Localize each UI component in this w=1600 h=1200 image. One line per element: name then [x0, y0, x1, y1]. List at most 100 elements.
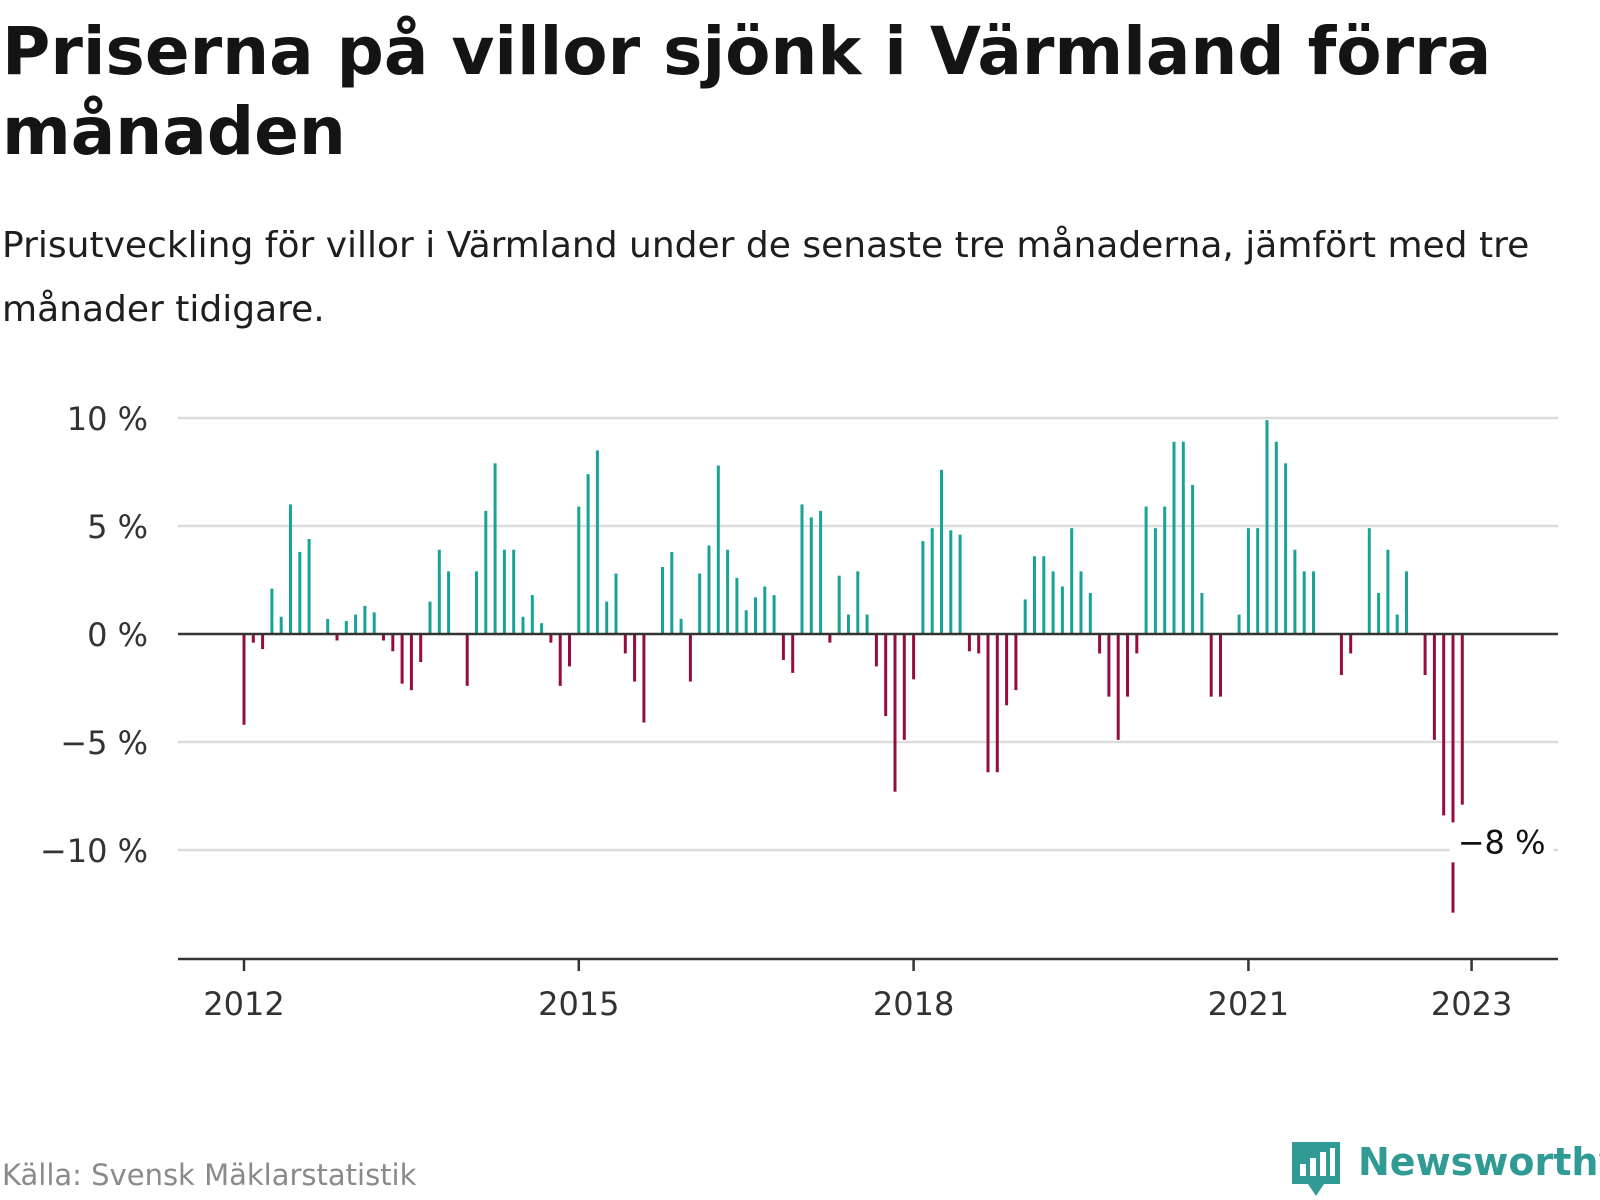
bar	[912, 634, 916, 680]
bar	[595, 450, 599, 634]
bar	[502, 549, 506, 634]
bar	[1265, 420, 1269, 634]
bar	[1116, 634, 1120, 740]
bar	[1302, 571, 1306, 634]
bar	[1181, 441, 1185, 634]
bar	[884, 634, 888, 717]
bar	[549, 634, 553, 643]
bar	[242, 634, 246, 725]
bar	[958, 534, 962, 634]
bar	[688, 634, 692, 682]
annotation: −8 %	[1449, 822, 1554, 863]
bar	[670, 551, 674, 634]
bar	[735, 577, 739, 634]
bar	[1432, 634, 1436, 740]
bar	[279, 616, 283, 634]
bar	[865, 614, 869, 634]
bar	[344, 621, 348, 634]
bar	[540, 623, 544, 634]
bar	[744, 610, 748, 634]
bar	[1312, 571, 1315, 634]
y-tick-label: 10 %	[67, 400, 148, 438]
bar	[1367, 528, 1371, 634]
bar	[1246, 528, 1250, 634]
bar	[902, 634, 906, 740]
bar	[335, 634, 339, 641]
bar	[409, 634, 413, 691]
chart-subtitle: Prisutveckling för villor i Värmland und…	[2, 225, 1530, 330]
bar	[1274, 441, 1278, 634]
bar	[679, 618, 683, 634]
bar	[1349, 634, 1353, 654]
bar	[437, 549, 441, 634]
bar	[372, 612, 376, 634]
axes	[178, 632, 1558, 961]
bar	[772, 595, 776, 634]
bar	[1135, 634, 1139, 654]
bar	[1442, 634, 1446, 816]
bar	[967, 634, 971, 652]
bar	[475, 571, 478, 634]
bar	[307, 538, 311, 634]
bar	[781, 634, 785, 660]
bar	[1451, 634, 1455, 913]
bar	[1163, 506, 1167, 634]
bar	[1107, 634, 1111, 697]
bar	[1209, 634, 1213, 697]
gridlines	[178, 416, 1558, 852]
bar	[447, 571, 451, 634]
x-tick-label: 2015	[538, 985, 619, 1023]
bar	[1070, 528, 1074, 634]
x-axis-ticks: 2012 2015 2018 2021 2023	[203, 959, 1512, 1023]
bar	[800, 504, 804, 634]
bar	[1153, 528, 1157, 634]
annotation-label: −8 %	[1458, 823, 1546, 861]
bar	[986, 634, 990, 773]
bar	[791, 634, 795, 673]
bar	[716, 465, 720, 634]
bar	[763, 586, 767, 634]
bar	[1051, 571, 1055, 634]
bar	[828, 634, 832, 643]
y-axis-ticks: 10 % 5 % 0 % −5 % −10 %	[40, 400, 148, 870]
x-tick-label: 2012	[203, 985, 284, 1023]
bar	[930, 528, 934, 634]
bar	[707, 545, 711, 634]
bar	[1284, 463, 1288, 634]
bar	[1079, 571, 1083, 634]
chart-title: Priserna på villor sjönk i Värmland förr…	[2, 13, 1492, 170]
bar	[261, 634, 265, 650]
bar	[298, 551, 302, 634]
bar	[1005, 634, 1009, 706]
bar	[354, 614, 358, 634]
bar	[949, 530, 953, 634]
bar	[893, 634, 897, 792]
bar	[1339, 634, 1343, 676]
bar	[1098, 634, 1102, 654]
bar	[977, 634, 981, 654]
bar	[633, 634, 637, 682]
x-tick-label: 2018	[873, 985, 954, 1023]
bar	[1060, 586, 1064, 634]
bar	[484, 510, 488, 634]
bar	[400, 634, 404, 684]
bar	[521, 616, 525, 634]
bar	[1023, 599, 1027, 634]
bar	[1395, 614, 1399, 634]
bar	[661, 567, 664, 634]
bar	[1386, 549, 1390, 634]
bar	[512, 549, 516, 634]
bar	[623, 634, 627, 654]
bar	[1377, 592, 1381, 634]
y-tick-label: −5 %	[60, 724, 148, 762]
bar-chart: 10 % 5 % 0 % −5 % −10 % 2012 2015 2018 2021 2023…	[40, 400, 1558, 1023]
bar	[874, 634, 878, 667]
bars	[242, 420, 1464, 913]
bar	[1405, 571, 1408, 634]
bar	[1042, 556, 1046, 634]
bar	[1256, 528, 1260, 634]
x-tick-label: 2023	[1431, 985, 1512, 1023]
bar	[995, 634, 999, 773]
bar	[1126, 634, 1129, 697]
bar	[577, 506, 581, 634]
